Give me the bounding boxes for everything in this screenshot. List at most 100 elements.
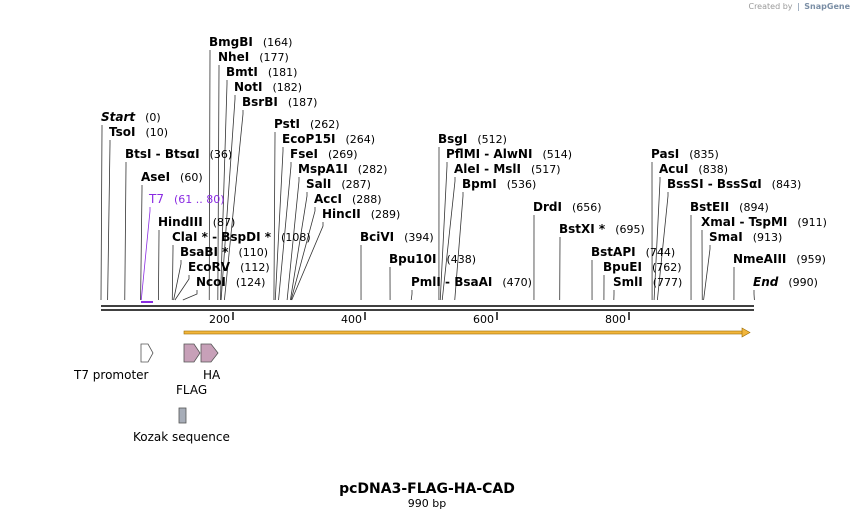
snapgene-logo-icon: ❘ — [795, 2, 802, 11]
site-label-alei-msli[interactable]: AleI - MslI (517) — [454, 162, 561, 176]
site-label-clai-bspdi[interactable]: ClaI * - BspDI * (108) — [172, 230, 311, 244]
site-position: (287) — [341, 178, 371, 191]
leader-hincii — [291, 222, 324, 301]
site-position: (60) — [180, 171, 203, 184]
site-label-bmti[interactable]: BmtI (181) — [226, 65, 297, 79]
flag-arrow-icon — [183, 343, 201, 363]
site-label-sali[interactable]: SalI (287) — [306, 177, 371, 191]
leader-hindiii — [158, 230, 160, 301]
site-label-pmli-bsaai[interactable]: PmlI - BsaAI (470) — [411, 275, 532, 289]
site-label-bpmi[interactable]: BpmI (536) — [462, 177, 536, 191]
site-position: (656) — [572, 201, 602, 214]
site-name: BpuEI — [603, 260, 642, 274]
site-label-nmeaiii[interactable]: NmeAIII (959) — [733, 252, 826, 266]
feature-label-flag: FLAG — [176, 383, 207, 397]
site-position: (911) — [797, 216, 827, 229]
site-position: (87) — [213, 216, 236, 229]
site-name: SalI — [306, 177, 331, 191]
site-label-xmai-tspmi[interactable]: XmaI - TspMI (911) — [701, 215, 827, 229]
ruler: 200 400 600 800 — [209, 312, 630, 326]
site-position: (187) — [288, 96, 318, 109]
leader-bpmi — [454, 192, 464, 301]
site-name: BtsI - BtsαI — [125, 147, 200, 161]
site-name: BsaBI * — [180, 245, 229, 259]
site-label-noti[interactable]: NotI (182) — [234, 80, 302, 94]
site-name: PasI — [651, 147, 679, 161]
site-position: (514) — [542, 148, 572, 161]
site-name: NotI — [234, 80, 263, 94]
site-position: (835) — [689, 148, 719, 161]
site-label-bpu10i[interactable]: Bpu10I (438) — [389, 252, 476, 266]
site-name: BstAPI — [591, 245, 636, 259]
site-name: BpmI — [462, 177, 497, 191]
site-position: (110) — [238, 246, 268, 259]
site-label-hindiii[interactable]: HindIII (87) — [158, 215, 235, 229]
site-name: End — [753, 275, 779, 289]
site-name: ClaI * - BspDI * — [172, 230, 272, 244]
leader-start — [100, 125, 103, 301]
site-label-psti[interactable]: PstI (262) — [274, 117, 340, 131]
site-label-bsteii[interactable]: BstEII (894) — [690, 200, 769, 214]
site-name: T7 — [148, 192, 164, 206]
site-label-pasi[interactable]: PasI (835) — [651, 147, 719, 161]
site-name: BstXI * — [559, 222, 606, 236]
site-position: (894) — [739, 201, 769, 214]
leader-bmgbi — [208, 50, 211, 301]
ha-feature[interactable]: HA — [200, 343, 221, 382]
site-label-acci[interactable]: AccI (288) — [314, 192, 382, 206]
site-name: HincII — [322, 207, 361, 221]
site-label-smli[interactable]: SmlI (777) — [613, 275, 682, 289]
site-label-nhei[interactable]: NheI (177) — [218, 50, 289, 64]
site-label-end[interactable]: End (990) — [753, 275, 818, 289]
site-label-start[interactable]: Start (0) — [101, 110, 161, 124]
site-label-bsrbi[interactable]: BsrBI (187) — [242, 95, 317, 109]
site-position: (10) — [145, 126, 168, 139]
site-label-fsei[interactable]: FseI (269) — [290, 147, 358, 161]
leader-sali — [290, 192, 308, 301]
site-label-bstapi[interactable]: BstAPI (744) — [591, 245, 675, 259]
ruler-label-200: 200 — [209, 313, 230, 326]
site-label-bsgi[interactable]: BsgI (512) — [438, 132, 507, 146]
site-label-ecorv[interactable]: EcoRV (112) — [188, 260, 270, 274]
site-name: AleI - MslI — [454, 162, 521, 176]
site-name: NmeAIII — [733, 252, 786, 266]
site-label-bsssi-bsss-i[interactable]: BssSI - BssSαI (843) — [667, 177, 801, 191]
site-label-pflmi-alwni[interactable]: PflMI - AlwNI (514) — [446, 147, 572, 161]
site-label-acui[interactable]: AcuI (838) — [659, 162, 728, 176]
leader-tsoi — [107, 140, 111, 301]
site-label-ncoi[interactable]: NcoI (124) — [196, 275, 265, 289]
site-name: BmtI — [226, 65, 258, 79]
site-position: (182) — [273, 81, 303, 94]
site-name: BmgBI — [209, 35, 253, 49]
leader-smai — [703, 245, 711, 301]
site-position: (695) — [615, 223, 645, 236]
site-position: (288) — [352, 193, 382, 206]
site-label-ecop15i[interactable]: EcoP15I (264) — [282, 132, 375, 146]
orf-arrow[interactable] — [183, 327, 751, 338]
site-position: (536) — [507, 178, 537, 191]
site-label-bcivi[interactable]: BciVI (394) — [360, 230, 434, 244]
site-label-asei[interactable]: AseI (60) — [141, 170, 203, 184]
site-label-tsoi[interactable]: TsoI (10) — [109, 125, 168, 139]
site-name: BciVI — [360, 230, 394, 244]
leader-nhei — [217, 65, 220, 301]
site-label-drdi[interactable]: DrdI (656) — [533, 200, 602, 214]
site-label-mspa1i[interactable]: MspA1I (282) — [298, 162, 387, 176]
feature-label-kozak: Kozak sequence — [133, 430, 230, 444]
kozak-feature[interactable]: Kozak sequence — [133, 407, 230, 444]
site-name: PmlI - BsaAI — [411, 275, 492, 289]
site-label-bstxi[interactable]: BstXI * (695) — [559, 222, 645, 236]
site-label-bmgbi[interactable]: BmgBI (164) — [209, 35, 292, 49]
site-label-bsabi[interactable]: BsaBI * (110) — [180, 245, 268, 259]
site-label-bpuei[interactable]: BpuEI (762) — [603, 260, 682, 274]
site-label-btsi-bts-i[interactable]: BtsI - BtsαI (36) — [125, 147, 232, 161]
site-name: BsrBI — [242, 95, 278, 109]
site-label-hincii[interactable]: HincII (289) — [322, 207, 400, 221]
site-position: (108) — [281, 231, 311, 244]
t7-promoter-feature[interactable]: T7 promoter — [73, 343, 154, 382]
site-label-t7[interactable]: T7 (61 .. 80) — [148, 192, 225, 206]
ruler-label-800: 800 — [605, 313, 626, 326]
site-name: AccI — [314, 192, 342, 206]
site-label-smai[interactable]: SmaI (913) — [709, 230, 782, 244]
flag-feature[interactable]: FLAG — [176, 343, 207, 397]
